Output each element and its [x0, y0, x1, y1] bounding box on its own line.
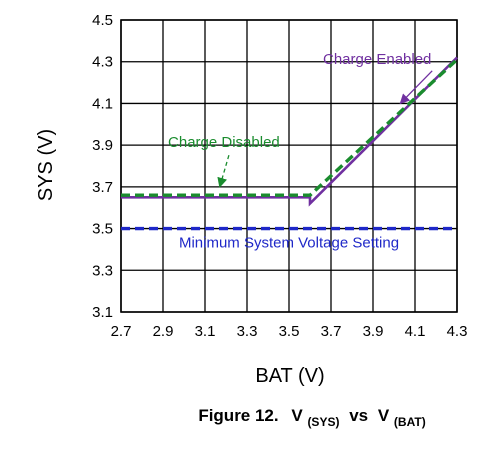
series-layer — [121, 56, 459, 231]
y-tick-label: 3.3 — [92, 262, 113, 279]
caption-sub-bat: (BAT) — [394, 415, 426, 429]
y-tick-label: 3.9 — [92, 137, 113, 154]
x-tick-label: 2.7 — [111, 323, 132, 340]
x-tick-label: 3.7 — [321, 323, 342, 340]
y-tick-label: 3.1 — [92, 304, 113, 321]
charge-enabled-label: Charge Enabled — [323, 51, 431, 68]
x-tick-label: 4.1 — [405, 323, 426, 340]
charge-enabled-arrow — [399, 70, 433, 105]
y-tick-label: 4.3 — [92, 54, 113, 71]
x-tick-label: 3.1 — [195, 323, 216, 340]
x-tick-label: 3.9 — [363, 323, 384, 340]
charge-disabled-arrow — [217, 155, 230, 188]
tick-labels: 2.7 2.9 3.1 3.3 3.5 3.7 3.9 4.1 4.3 3.1 3.3 3.5 3.7 3… — [92, 12, 467, 340]
y-tick-label: 3.7 — [92, 179, 113, 196]
x-tick-label: 2.9 — [153, 323, 174, 340]
caption-vs: vs — [349, 406, 368, 425]
charge-enabled-line — [121, 56, 458, 207]
x-tick-label: 3.3 — [237, 323, 258, 340]
x-tick-label: 3.5 — [279, 323, 300, 340]
charge-disabled-line — [121, 58, 459, 197]
figure-caption: Figure 12. V (SYS) vs V (BAT) — [198, 406, 425, 430]
x-axis-label: BAT (V) — [255, 365, 324, 387]
minimum-system-voltage-setting-label: Minimum System Voltage Setting — [179, 234, 399, 251]
caption-prefix: Figure 12. — [198, 406, 278, 425]
annotation-layer: Charge Enabled Charge Disabled Minimum Sys… — [168, 51, 433, 251]
caption-v-sys: V — [291, 406, 303, 425]
y-axis-label: SYS (V) — [35, 129, 57, 201]
x-tick-label: 4.3 — [447, 323, 468, 340]
caption-v-bat: V — [378, 406, 390, 425]
caption-sub-sys: (SYS) — [307, 415, 339, 429]
y-tick-label: 3.5 — [92, 221, 113, 238]
y-tick-label: 4.5 — [92, 12, 113, 29]
y-tick-label: 4.1 — [92, 95, 113, 112]
charge-disabled-label: Charge Disabled — [168, 134, 280, 151]
plot-frame — [120, 19, 458, 313]
